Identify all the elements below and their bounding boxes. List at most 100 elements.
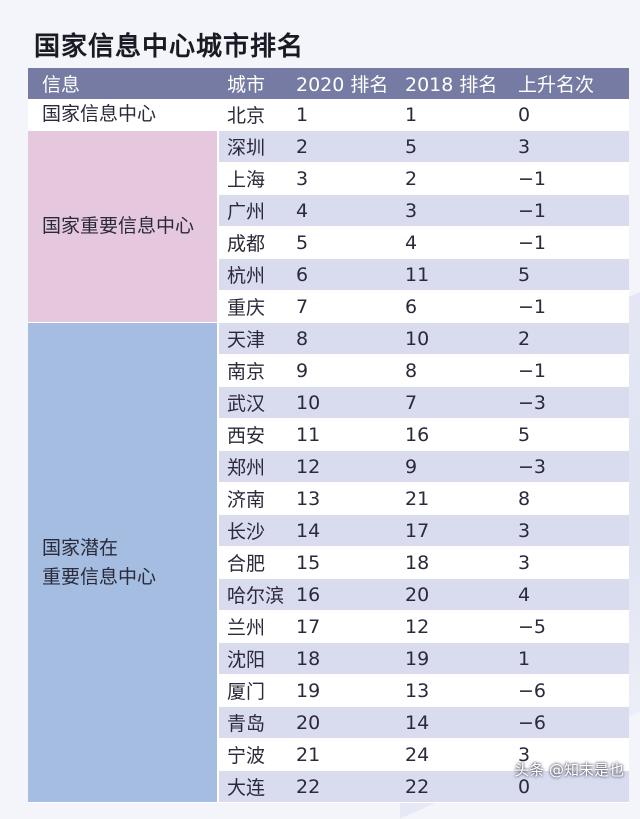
table-row: 成都 5 4 −1 xyxy=(28,227,629,259)
rank-change-cell: 5 xyxy=(510,419,629,451)
rank-2018-cell: 24 xyxy=(397,739,510,771)
rank-2020-cell: 13 xyxy=(288,483,397,515)
rank-2018-cell: 1 xyxy=(397,99,510,131)
rank-change-cell: 3 xyxy=(510,547,629,579)
table-row: 青岛 20 14 −6 xyxy=(28,707,629,739)
table-row: 哈尔滨 16 20 4 xyxy=(28,579,629,611)
city-cell: 重庆 xyxy=(219,291,288,323)
rank-2020-cell: 1 xyxy=(288,99,397,131)
city-cell: 天津 xyxy=(219,323,288,355)
rank-2018-cell: 9 xyxy=(397,451,510,483)
rank-2020-cell: 10 xyxy=(288,387,397,419)
table-row: 国家信息中心 北京 1 1 0 xyxy=(28,99,629,131)
rank-2020-cell: 12 xyxy=(288,451,397,483)
rank-2018-cell: 13 xyxy=(397,675,510,707)
header-category: 信息 xyxy=(28,68,219,99)
category-label: 国家信息中心 xyxy=(42,103,157,126)
rank-2020-cell: 5 xyxy=(288,227,397,259)
rank-2020-cell: 22 xyxy=(288,771,397,803)
rank-change-cell: −1 xyxy=(510,291,629,323)
rank-change-cell: 4 xyxy=(510,579,629,611)
table-row: 西安 11 16 5 xyxy=(28,419,629,451)
rank-2020-cell: 18 xyxy=(288,643,397,675)
rank-change-cell: 3 xyxy=(510,131,629,163)
rank-change-cell: 3 xyxy=(510,515,629,547)
rank-2018-cell: 8 xyxy=(397,355,510,387)
city-cell: 杭州 xyxy=(219,259,288,291)
rank-change-cell: −5 xyxy=(510,611,629,643)
rank-2020-cell: 6 xyxy=(288,259,397,291)
table-row: 国家潜在 重要信息中心 天津 8 10 2 xyxy=(28,323,629,803)
rank-2020-cell: 2 xyxy=(288,131,397,163)
rank-2020-cell: 15 xyxy=(288,547,397,579)
city-cell: 沈阳 xyxy=(219,643,288,675)
table-row: 宁波 21 24 3 xyxy=(28,739,629,771)
rank-2020-cell: 17 xyxy=(288,611,397,643)
rank-2018-cell: 2 xyxy=(397,163,510,195)
rank-2020-cell: 20 xyxy=(288,707,397,739)
city-cell: 大连 xyxy=(219,771,288,803)
table-header-row: 信息 城市 2020 排名 2018 排名 上升名次 xyxy=(28,68,629,99)
city-cell: 济南 xyxy=(219,483,288,515)
rank-change-cell: −3 xyxy=(510,387,629,419)
table-row: 沈阳 18 19 1 xyxy=(28,643,629,675)
rank-2020-cell: 3 xyxy=(288,163,397,195)
city-cell: 青岛 xyxy=(219,707,288,739)
table-row: 上海 3 2 −1 xyxy=(28,163,629,195)
table-row: 厦门 19 13 −6 xyxy=(28,675,629,707)
rank-change-cell: −6 xyxy=(510,707,629,739)
rank-change-cell: 0 xyxy=(510,99,629,131)
rank-2020-cell: 14 xyxy=(288,515,397,547)
ranking-table: 信息 城市 2020 排名 2018 排名 上升名次 国家信息中心 北京 1 1 0 国家… xyxy=(28,68,629,803)
rank-2018-cell: 3 xyxy=(397,195,510,227)
category-label: 国家潜在 xyxy=(42,537,119,559)
rank-2018-cell: 7 xyxy=(397,387,510,419)
city-cell: 合肥 xyxy=(219,547,288,579)
rank-change-cell: −1 xyxy=(510,163,629,195)
rank-change-cell: −1 xyxy=(510,195,629,227)
city-cell: 长沙 xyxy=(219,515,288,547)
watermark: 头条 @知末是也 xyxy=(514,761,624,779)
rank-2018-cell: 5 xyxy=(397,131,510,163)
rank-change-cell: 2 xyxy=(510,323,629,355)
rank-2020-cell: 16 xyxy=(288,579,397,611)
rank-2018-cell: 19 xyxy=(397,643,510,675)
rank-change-cell: −1 xyxy=(510,355,629,387)
rank-change-cell: 8 xyxy=(510,483,629,515)
table-row: 武汉 10 7 −3 xyxy=(28,387,629,419)
category-label: 重要信息中心 xyxy=(42,565,157,588)
rank-2018-cell: 12 xyxy=(397,611,510,643)
city-cell: 郑州 xyxy=(219,451,288,483)
table-row: 杭州 6 11 5 xyxy=(28,259,629,291)
rank-2018-cell: 21 xyxy=(397,483,510,515)
rank-change-cell: 1 xyxy=(510,643,629,675)
rank-2020-cell: 4 xyxy=(288,195,397,227)
table-body: 国家信息中心 北京 1 1 0 国家重要信息中心 深圳 2 5 3 上海 3 2 −1 广州 4 3 −1 成都 5 4… xyxy=(28,99,629,803)
city-cell: 广州 xyxy=(219,195,288,227)
table-row: 国家重要信息中心 深圳 2 5 3 xyxy=(28,131,629,323)
city-cell: 南京 xyxy=(219,355,288,387)
category-cell: 国家潜在重要信息中心 xyxy=(28,323,219,803)
page-title: 国家信息中心城市排名 xyxy=(34,32,305,62)
city-cell: 哈尔滨 xyxy=(219,579,288,611)
rank-2018-cell: 6 xyxy=(397,291,510,323)
category-cell: 国家信息中心 xyxy=(28,99,219,131)
city-cell: 北京 xyxy=(219,99,288,131)
table-row: 南京 9 8 −1 xyxy=(28,355,629,387)
table-row: 重庆 7 6 −1 xyxy=(28,291,629,323)
rank-change-cell: −3 xyxy=(510,451,629,483)
rank-2018-cell: 4 xyxy=(397,227,510,259)
rank-2020-cell: 9 xyxy=(288,355,397,387)
header-rank-2018: 2018 排名 xyxy=(397,68,510,99)
header-city: 城市 xyxy=(219,68,288,99)
rank-2018-cell: 11 xyxy=(397,259,510,291)
rank-2018-cell: 17 xyxy=(397,515,510,547)
rank-change-cell: 5 xyxy=(510,259,629,291)
table-row: 广州 4 3 −1 xyxy=(28,195,629,227)
table-row: 合肥 15 18 3 xyxy=(28,547,629,579)
header-rank-change: 上升名次 xyxy=(510,68,629,99)
city-cell: 兰州 xyxy=(219,611,288,643)
category-label: 国家重要信息中心 xyxy=(42,215,195,238)
rank-2020-cell: 19 xyxy=(288,675,397,707)
city-cell: 宁波 xyxy=(219,739,288,771)
